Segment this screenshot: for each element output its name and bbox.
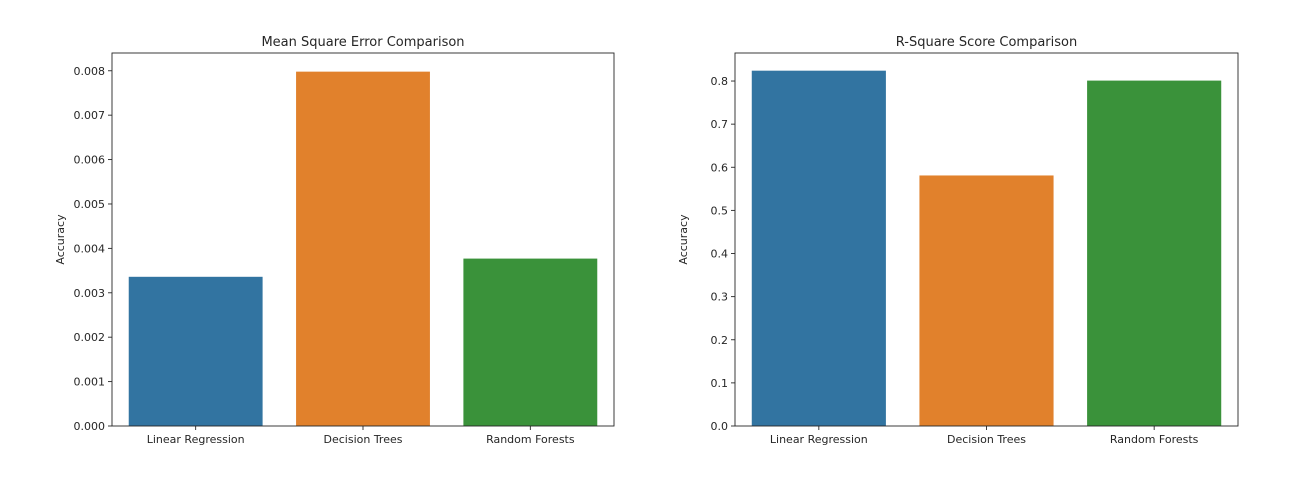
r2-xtick-label: Decision Trees (947, 433, 1026, 446)
r2-xtick-label: Linear Regression (770, 433, 868, 446)
mse-ytick-label: 0.008 (74, 65, 106, 78)
mse-ytick-label: 0.002 (74, 331, 106, 344)
r2-ytick-label: 0.6 (711, 161, 729, 174)
mse-bar-2 (463, 258, 598, 426)
r2-bar-0 (751, 70, 886, 426)
r2-y-axis-label: Accuracy (677, 214, 690, 265)
r2-bar-2 (1087, 80, 1222, 426)
mse-y-axis-label: Accuracy (54, 214, 67, 265)
mse-bar-0 (128, 276, 263, 426)
mse-xtick-label: Decision Trees (324, 433, 403, 446)
mse-bar-1 (296, 71, 430, 427)
mse-ytick-label: 0.001 (74, 376, 106, 389)
mse-ytick-label: 0.000 (74, 420, 106, 433)
mse-ytick-label: 0.005 (74, 198, 106, 211)
r2-xtick-label: Random Forests (1110, 433, 1199, 446)
mse-chart-title: Mean Square Error Comparison (261, 35, 464, 50)
mse-ytick-label: 0.004 (74, 242, 106, 255)
r2-chart-title: R-Square Score Comparison (896, 35, 1077, 50)
r2-bar-1 (919, 175, 1054, 426)
r2-ytick-label: 0.7 (711, 118, 729, 131)
r2-chart-panel: 0.0 0.1 0.2 0.3 0.4 0.5 0.6 0.7 0.8 Linear Regres… (677, 35, 1239, 446)
r2-ytick-label: 0.2 (711, 334, 729, 347)
mse-ytick-label: 0.007 (74, 109, 106, 122)
r2-ytick-label: 0.4 (711, 248, 729, 261)
mse-xtick-label: Linear Regression (147, 433, 245, 446)
mse-ytick-label: 0.006 (74, 154, 106, 167)
mse-xtick-label: Random Forests (486, 433, 575, 446)
mse-chart-panel: 0.000 0.001 0.002 0.003 0.004 0.005 0.006 0.007… (54, 35, 615, 446)
r2-ytick-label: 0.1 (711, 377, 729, 390)
r2-ytick-label: 0.8 (711, 75, 729, 88)
r2-ytick-label: 0.5 (711, 204, 729, 217)
r2-ytick-label: 0.0 (711, 420, 729, 433)
r2-ytick-label: 0.3 (711, 291, 729, 304)
mse-ytick-label: 0.003 (74, 287, 106, 300)
